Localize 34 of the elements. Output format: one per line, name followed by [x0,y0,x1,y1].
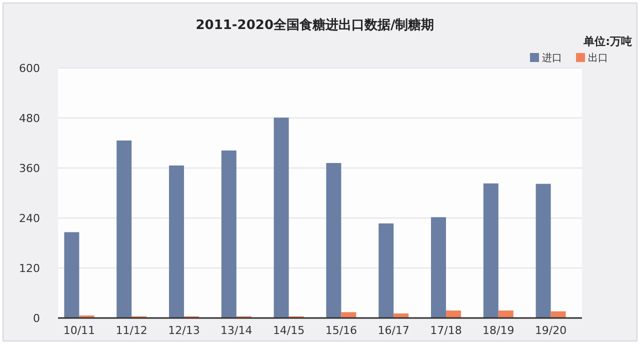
bar [550,311,566,318]
x-tick-label: 13/14 [220,324,252,337]
x-tick-label: 19/20 [534,324,567,337]
y-tick-label: 240 [19,212,40,225]
bar [64,232,80,318]
bar [431,217,446,318]
x-tick-label: 14/15 [272,324,305,337]
x-tick-label: 18/19 [482,324,514,337]
x-tick-label: 16/17 [378,324,410,337]
bar [341,312,356,318]
legend-label: 进口 [542,52,562,64]
bar [326,163,342,318]
x-tick-label: 10/11 [63,324,96,337]
y-tick-label: 600 [19,62,40,75]
bar [221,150,236,318]
y-tick-label: 480 [19,112,40,125]
y-tick-label: 360 [19,162,40,175]
y-tick-label: 0 [33,312,40,325]
bar [169,166,184,318]
bar [483,183,498,318]
x-tick-label: 11/12 [116,324,148,337]
bar [498,310,514,318]
bar [274,118,289,318]
bar [536,184,551,318]
x-tick-label: 17/18 [430,324,462,337]
bar [446,310,461,318]
bar [378,223,394,318]
legend-label: 出口 [588,52,608,64]
x-tick-label: 15/16 [325,324,358,337]
y-axis-title: 单位:万吨 [582,35,632,48]
y-tick-label: 120 [19,262,40,275]
x-tick-label: 12/13 [168,324,200,337]
bar [116,140,132,318]
chart-title: 2011-2020全国食糖进出口数据/制糖期 [196,17,434,33]
